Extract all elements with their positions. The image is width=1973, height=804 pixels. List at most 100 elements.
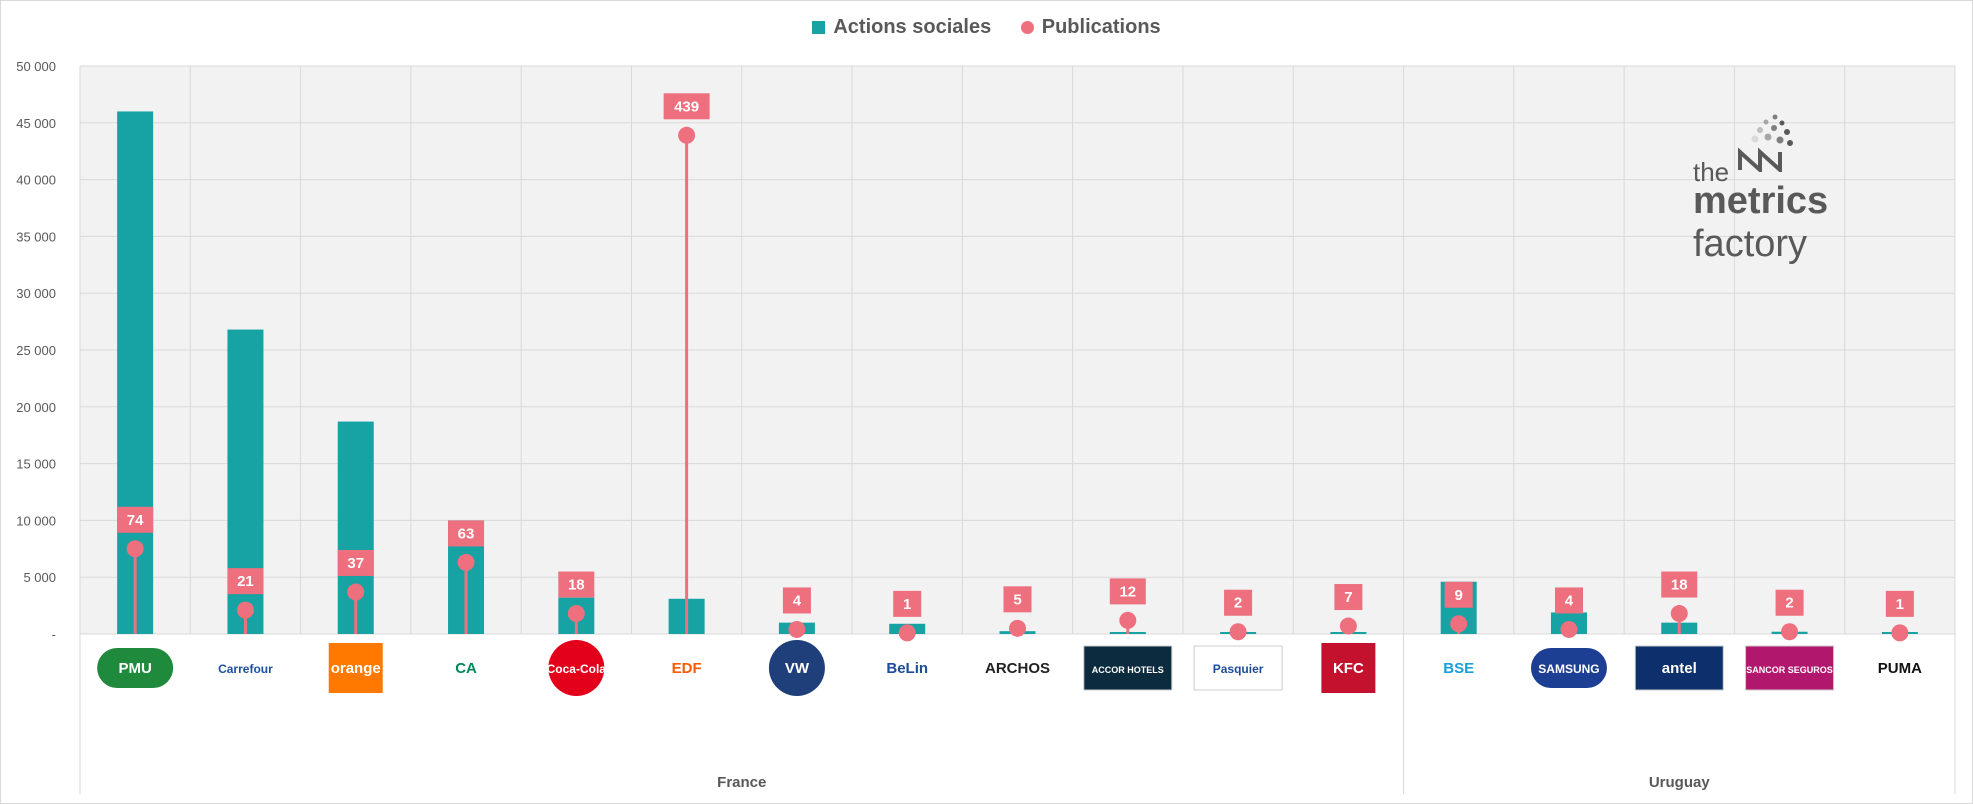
data-label-publications-7: 1 [903, 596, 911, 613]
data-label-publications-16: 1 [1896, 596, 1904, 613]
logo-text-9: ACCOR HOTELS [1092, 665, 1164, 675]
point-publications-16 [1891, 624, 1909, 642]
logo-text-12: BSE [1443, 660, 1474, 677]
legend-swatch-bars [812, 21, 826, 34]
point-publications-11 [1339, 617, 1357, 635]
logo-text-the: the [1693, 157, 1730, 187]
logo-text-10: Pasquier [1213, 662, 1264, 676]
chart-legend: Actions sociales Publications [0, 16, 1973, 40]
point-publications-0 [126, 540, 144, 558]
data-label-bg-3 [448, 520, 485, 547]
logo-text-2: orange [331, 660, 381, 677]
point-publications-7 [898, 624, 916, 642]
logo-text-8: ARCHOS [985, 660, 1050, 677]
y-tick-label: 20 000 [16, 400, 56, 415]
data-label-publications-11: 7 [1344, 589, 1352, 606]
point-publications-14 [1670, 605, 1688, 623]
group-label-france: France [717, 774, 766, 791]
logo-shape [328, 643, 383, 693]
logo-shape [1634, 645, 1724, 691]
brand-logo-3: CA [455, 660, 477, 677]
data-label-bg-11 [1334, 584, 1363, 611]
logo-text-14: antel [1662, 660, 1697, 677]
brand-logo-10: Pasquier [1193, 645, 1283, 691]
logo-text-0: PMU [118, 660, 151, 677]
data-label-bg-1 [227, 568, 264, 595]
point-publications-6 [788, 620, 806, 638]
logo-text-7: BeLin [886, 660, 928, 677]
logo-text-15: SANCOR SEGUROS [1746, 665, 1833, 675]
data-label-publications-14: 18 [1671, 577, 1688, 594]
legend-item-points[interactable]: Publications [1020, 16, 1161, 39]
data-label-bg-8 [1003, 586, 1032, 613]
data-label-publications-9: 12 [1119, 583, 1136, 600]
legend-item-bars[interactable]: Actions sociales [812, 16, 991, 39]
data-label-publications-2: 37 [347, 555, 364, 572]
brand-logo-13: SAMSUNG [1530, 648, 1607, 688]
logo-shape [1083, 645, 1173, 691]
brand-logo-5: EDF [672, 660, 702, 677]
y-tick-label: 50 000 [16, 59, 56, 74]
logo-text-16: PUMA [1878, 660, 1922, 677]
brand-logo-9: ACCOR HOTELS [1083, 645, 1173, 691]
logo-text-11: KFC [1333, 660, 1364, 677]
y-tick-label: 40 000 [16, 173, 56, 188]
y-tick-label: 10 000 [16, 513, 56, 528]
logo-text-6: VW [785, 660, 810, 677]
point-publications-12 [1450, 615, 1468, 633]
data-label-bg-10 [1224, 589, 1253, 616]
data-label-bg-12 [1444, 581, 1473, 608]
brand-logo-12: BSE [1443, 660, 1474, 677]
logo-text-5: EDF [672, 660, 702, 677]
data-label-bg-15 [1775, 589, 1804, 616]
data-label-publications-15: 2 [1785, 595, 1793, 612]
y-tick-label: 15 000 [16, 457, 56, 472]
data-label-publications-10: 2 [1234, 595, 1242, 612]
data-label-bg-6 [782, 587, 811, 614]
legend-swatch-points [1020, 21, 1034, 34]
brand-logo-6: VW [768, 640, 825, 696]
point-publications-15 [1781, 623, 1799, 641]
y-tick-label: 35 000 [16, 229, 56, 244]
data-label-bg-16 [1885, 590, 1914, 617]
brand-logo-7: BeLin [886, 660, 928, 677]
logo-shape [1193, 645, 1283, 691]
data-label-bg-9 [1109, 578, 1146, 605]
data-label-publications-4: 18 [568, 577, 585, 594]
data-label-publications-1: 21 [237, 573, 254, 590]
logo-text-metrics-bold: metrics [1693, 180, 1829, 222]
group-label-uruguay: Uruguay [1649, 774, 1711, 791]
y-tick-label: 25 000 [16, 343, 56, 358]
brand-logo-0: PMU [97, 648, 174, 688]
data-label-bg-0 [117, 506, 154, 533]
brand-logo-1: Carrefour [218, 662, 273, 676]
data-label-publications-0: 74 [127, 512, 144, 529]
logo-text-4: Coca-Cola [547, 662, 607, 676]
point-publications-8 [1009, 619, 1026, 637]
data-label-bg-14 [1661, 571, 1698, 598]
logo-shape [97, 648, 174, 688]
point-publications-13 [1560, 620, 1578, 638]
data-label-bg-2 [337, 549, 374, 576]
logo-text-13: SAMSUNG [1538, 662, 1599, 676]
logo-text-metrics: metrics factory [1693, 180, 1930, 266]
data-label-publications-3: 63 [458, 525, 475, 542]
logo-shape [768, 640, 825, 696]
y-tick-label: 30 000 [16, 286, 56, 301]
metrics-factory-logo: the metrics factory [1690, 112, 1930, 265]
logo-text-3: CA [455, 660, 477, 677]
brand-logo-14: antel [1634, 645, 1724, 691]
y-tick-label: 5 000 [23, 570, 56, 585]
point-publications-9 [1119, 611, 1137, 629]
legend-label-bars: Actions sociales [833, 16, 992, 38]
point-publications-2 [347, 583, 365, 601]
logo-text-factory: factory [1693, 223, 1808, 265]
brand-logo-8: ARCHOS [985, 660, 1050, 677]
logo-shape [1530, 648, 1607, 688]
point-publications-10 [1229, 623, 1247, 641]
y-tick-label: - [52, 627, 56, 642]
data-label-bg-4 [558, 571, 595, 598]
data-label-publications-12: 9 [1455, 587, 1463, 604]
brand-logo-4: Coca-Cola [547, 640, 607, 696]
